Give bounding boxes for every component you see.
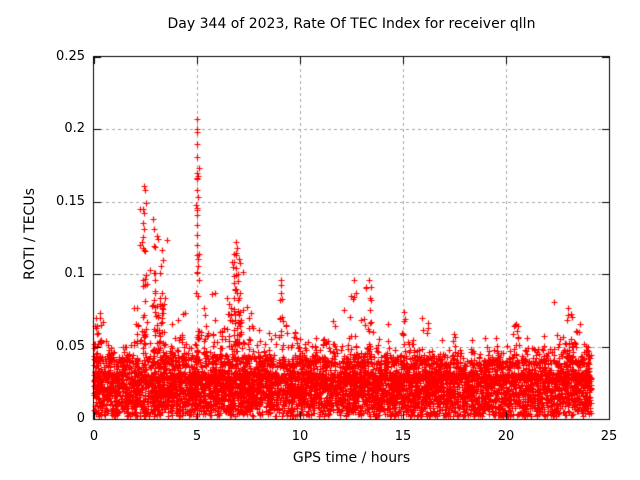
x-tick-label-25: 25 (600, 429, 618, 444)
y-tick-label-005: 0.05 (56, 339, 85, 354)
y-tick-label-02: 0.2 (64, 121, 85, 136)
y-tick-label-0: 0 (76, 411, 85, 426)
y-tick-label-025: 0.25 (56, 49, 85, 64)
x-tick-label-15: 15 (394, 429, 412, 444)
x-tick-label-0: 0 (89, 429, 99, 444)
x-tick-label-10: 10 (291, 429, 309, 444)
x-tick-label-20: 20 (497, 429, 515, 444)
y-tick-label-01: 0.1 (64, 266, 85, 281)
chart-title: Day 344 of 2023, Rate Of TEC Index for r… (167, 16, 536, 32)
y-tick-label-015: 0.15 (56, 194, 85, 209)
x-tick-label-5: 5 (192, 429, 202, 444)
x-axis-label: GPS time / hours (292, 450, 411, 466)
